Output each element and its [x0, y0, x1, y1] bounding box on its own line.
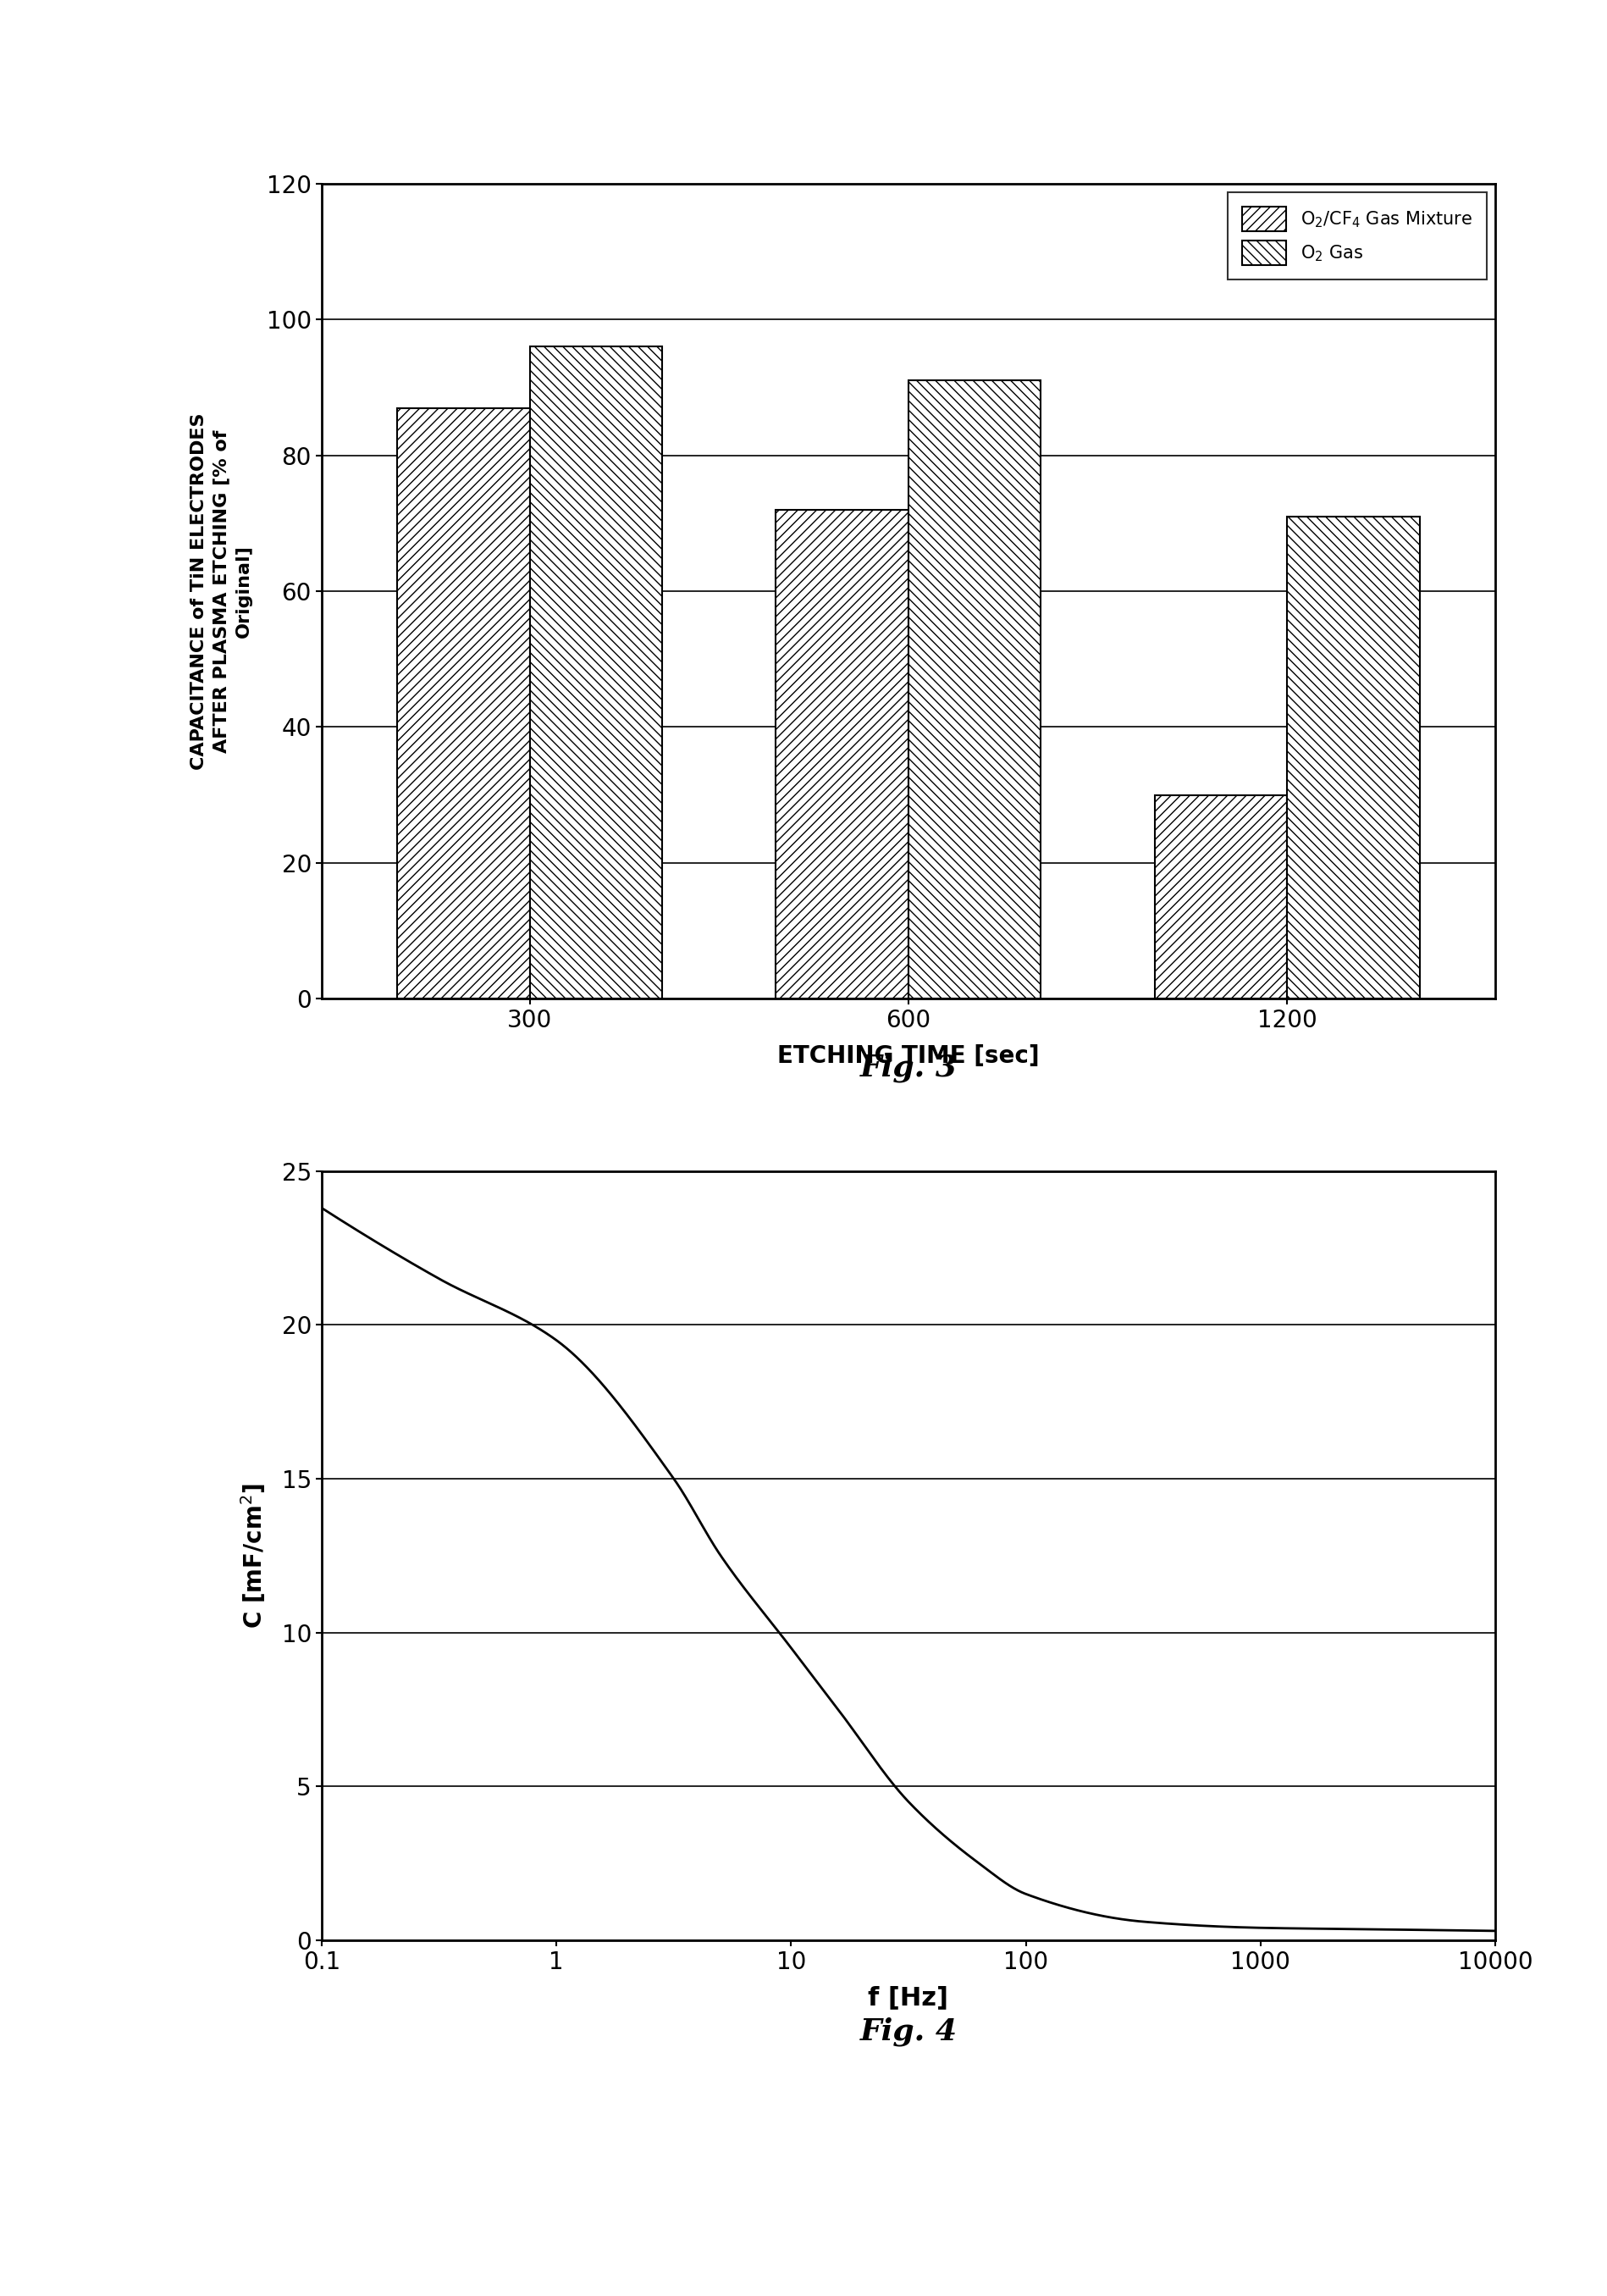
Text: Fig. 3: Fig. 3 [860, 1054, 956, 1081]
Bar [1154, 794, 1286, 999]
X-axis label: f [Hz]: f [Hz] [868, 1986, 948, 2011]
Text: Fig. 4: Fig. 4 [860, 2018, 956, 2046]
Bar [1286, 517, 1419, 999]
Legend: O$_2$/CF$_4$ Gas Mixture, O$_2$ Gas: O$_2$/CF$_4$ Gas Mixture, O$_2$ Gas [1228, 193, 1486, 280]
Y-axis label: CAPACITANCE of TiN ELECTRODES
AFTER PLASMA ETCHING [% of
Original]: CAPACITANCE of TiN ELECTRODES AFTER PLAS… [191, 413, 252, 769]
Y-axis label: C [mF/cm$^2$]: C [mF/cm$^2$] [239, 1483, 267, 1628]
Bar [397, 409, 530, 999]
Bar [530, 347, 662, 999]
X-axis label: ETCHING TIME [sec]: ETCHING TIME [sec] [776, 1045, 1040, 1068]
Bar [776, 510, 908, 999]
Bar [908, 381, 1040, 999]
